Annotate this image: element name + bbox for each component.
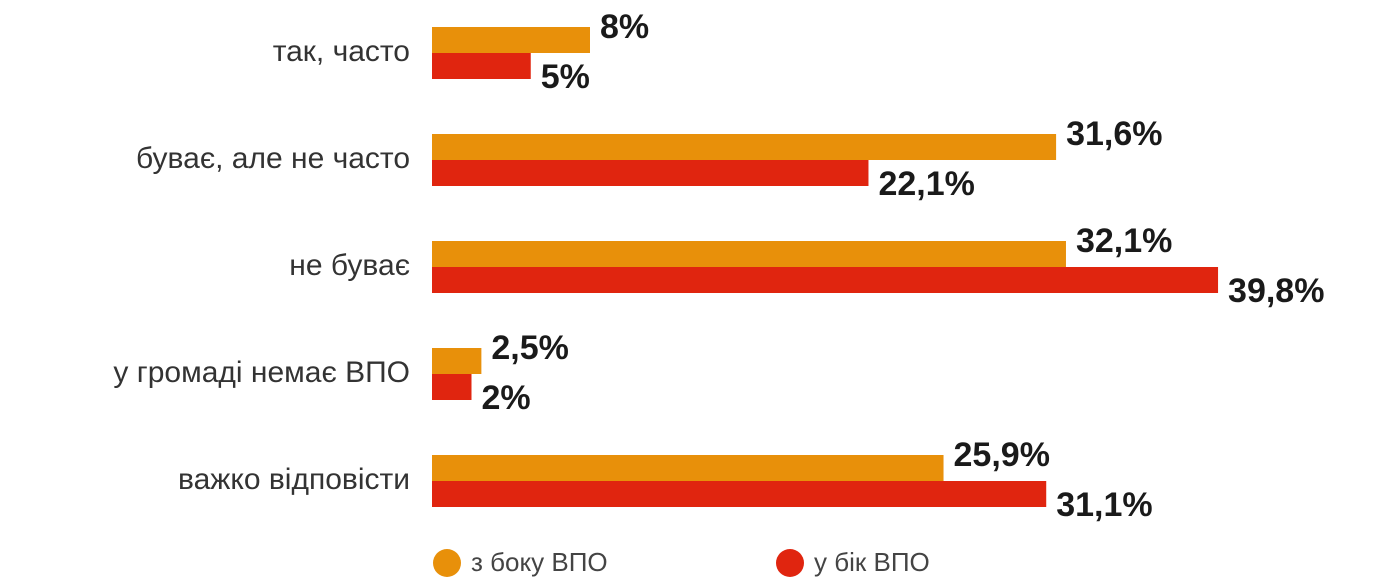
legend-swatch xyxy=(433,549,461,577)
bar xyxy=(432,481,1047,507)
value-label: 2,5% xyxy=(491,329,569,367)
value-label: 5% xyxy=(541,58,590,96)
bar xyxy=(432,267,1219,293)
bar xyxy=(432,160,869,186)
value-label: 31,1% xyxy=(1056,486,1152,524)
category-label: буває, але не часто xyxy=(136,142,410,175)
category-label: не буває xyxy=(289,249,410,282)
bar xyxy=(432,348,482,374)
value-label: 22,1% xyxy=(878,165,974,203)
legend-label: з боку ВПО xyxy=(471,547,608,577)
category-label: важко відповісти xyxy=(178,463,410,496)
value-label: 32,1% xyxy=(1076,222,1172,260)
bar xyxy=(432,53,531,79)
category-label: у громаді немає ВПО xyxy=(113,356,410,389)
bar xyxy=(432,241,1066,267)
value-label: 8% xyxy=(600,8,649,46)
value-label: 25,9% xyxy=(954,436,1050,474)
bar xyxy=(432,27,590,53)
category-label: так, часто xyxy=(273,35,410,68)
bar xyxy=(432,455,944,481)
legend-swatch xyxy=(776,549,804,577)
legend-label: у бік ВПО xyxy=(814,547,930,577)
bar xyxy=(432,374,472,400)
value-label: 39,8% xyxy=(1228,272,1324,310)
value-label: 31,6% xyxy=(1066,115,1162,153)
value-label: 2% xyxy=(482,379,531,417)
bar xyxy=(432,134,1057,160)
